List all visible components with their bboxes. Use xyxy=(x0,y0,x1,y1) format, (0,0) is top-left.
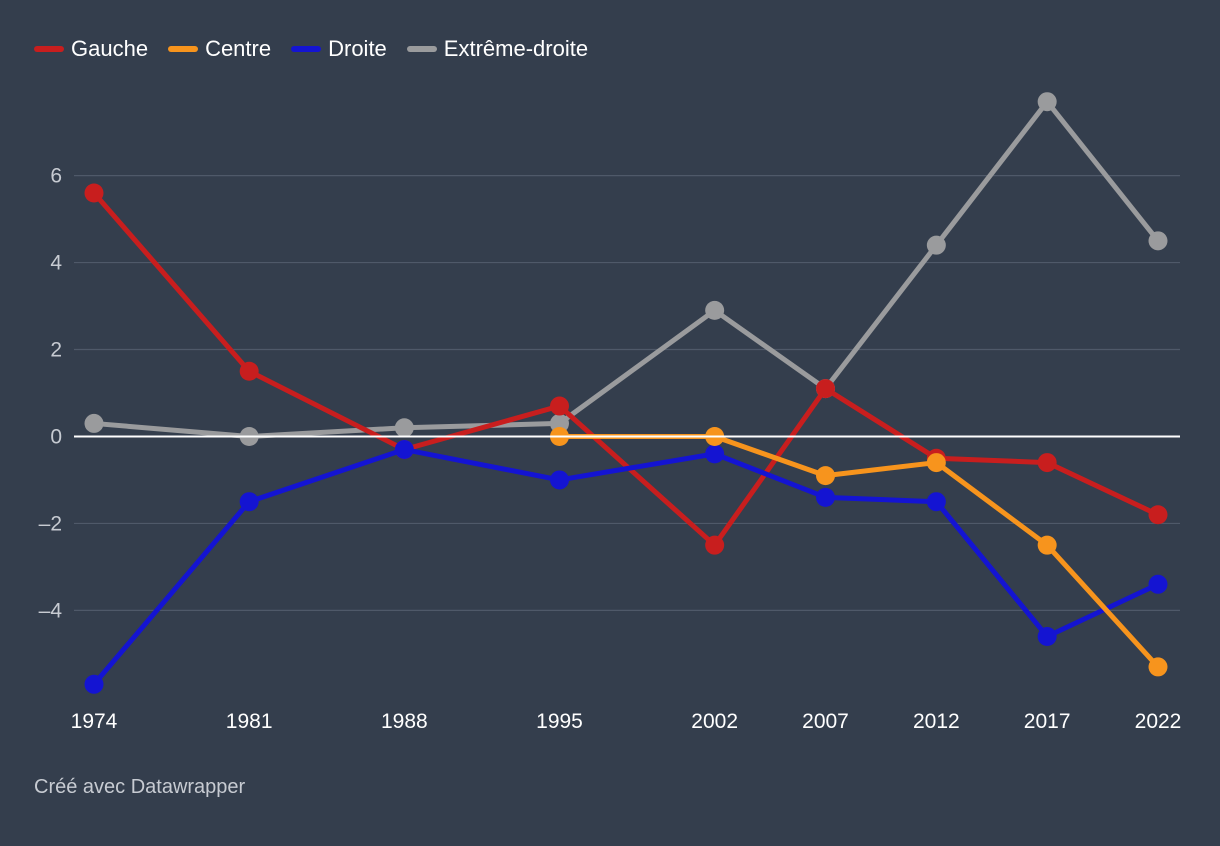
grid-layer xyxy=(74,175,1180,611)
point-gauche-1995 xyxy=(550,396,569,416)
point-extr-me-droite-2017 xyxy=(1037,92,1057,112)
point-centre-2007 xyxy=(816,466,835,486)
chart-legend: Gauche Centre Droite Extrême-droite xyxy=(34,36,588,62)
legend-label-extreme-droite: Extrême-droite xyxy=(443,36,589,61)
point-extr-me-droite-1988 xyxy=(394,418,414,438)
legend-item-gauche: Gauche xyxy=(34,36,148,62)
legend-swatch-extreme-droite xyxy=(406,46,437,52)
x-tick-label-2017: 2017 xyxy=(1024,710,1071,733)
point-extr-me-droite-1974 xyxy=(84,413,104,433)
legend-item-centre: Centre xyxy=(168,36,271,62)
legend-label-centre: Centre xyxy=(205,36,272,61)
point-extr-me-droite-2022 xyxy=(1148,231,1168,251)
point-droite-2002 xyxy=(705,444,725,464)
point-droite-2007 xyxy=(816,487,835,507)
point-droite-1988 xyxy=(394,440,414,460)
point-gauche-2002 xyxy=(705,535,725,555)
point-gauche-2022 xyxy=(1148,505,1168,525)
point-extr-me-droite-2012 xyxy=(926,235,946,255)
point-centre-2022 xyxy=(1148,657,1168,677)
legend-label-gauche: Gauche xyxy=(71,36,149,61)
x-tick-label-1981: 1981 xyxy=(226,710,273,733)
point-droite-1981 xyxy=(239,492,259,512)
point-gauche-1981 xyxy=(239,361,259,381)
series-layer xyxy=(84,92,1168,694)
point-gauche-2007 xyxy=(816,379,835,399)
x-tick-label-1988: 1988 xyxy=(381,710,428,733)
point-droite-2017 xyxy=(1037,626,1057,646)
point-centre-2017 xyxy=(1037,535,1057,555)
point-centre-2012 xyxy=(926,453,946,473)
legend-swatch-gauche xyxy=(34,46,64,52)
x-tick-label-2002: 2002 xyxy=(691,710,738,733)
x-tick-label-2022: 2022 xyxy=(1135,710,1182,733)
y-tick-label-5: 6 xyxy=(50,165,62,188)
point-droite-1974 xyxy=(84,674,104,694)
x-tick-label-1995: 1995 xyxy=(536,710,583,733)
legend-label-droite: Droite xyxy=(328,36,387,61)
x-tick-label-2007: 2007 xyxy=(802,710,849,733)
point-droite-2012 xyxy=(926,492,946,512)
axis-layer: –4 –2 0 2 4 6 1974 1981 1988 1995 2002 2007 2012 2017… xyxy=(39,165,1182,733)
y-tick-label-4: 4 xyxy=(50,252,62,275)
y-tick-label-3: 2 xyxy=(50,339,62,362)
series-line-droite xyxy=(91,447,1161,687)
legend-item-extreme-droite: Extrême-droite xyxy=(406,36,589,62)
point-droite-1995 xyxy=(550,470,569,490)
series-extr-me-droite xyxy=(84,92,1168,446)
x-tick-label-2012: 2012 xyxy=(913,710,960,733)
credit-footer: Créé avec Datawrapper xyxy=(34,776,246,798)
point-extr-me-droite-2002 xyxy=(705,300,725,320)
y-tick-label-1: –2 xyxy=(39,512,62,535)
point-gauche-1974 xyxy=(84,183,104,203)
series-droite xyxy=(84,440,1168,694)
point-extr-me-droite-1995 xyxy=(550,413,569,433)
point-droite-2022 xyxy=(1148,574,1168,594)
legend-swatch-centre xyxy=(168,46,199,52)
y-tick-label-2: 0 xyxy=(50,425,62,448)
y-tick-label-0: –4 xyxy=(39,599,63,622)
legend-item-droite: Droite xyxy=(291,36,387,62)
legend-swatch-droite xyxy=(291,46,322,52)
series-line-extr-me-droite xyxy=(91,99,1161,439)
x-tick-label-1974: 1974 xyxy=(71,710,118,733)
point-gauche-2017 xyxy=(1037,453,1057,473)
